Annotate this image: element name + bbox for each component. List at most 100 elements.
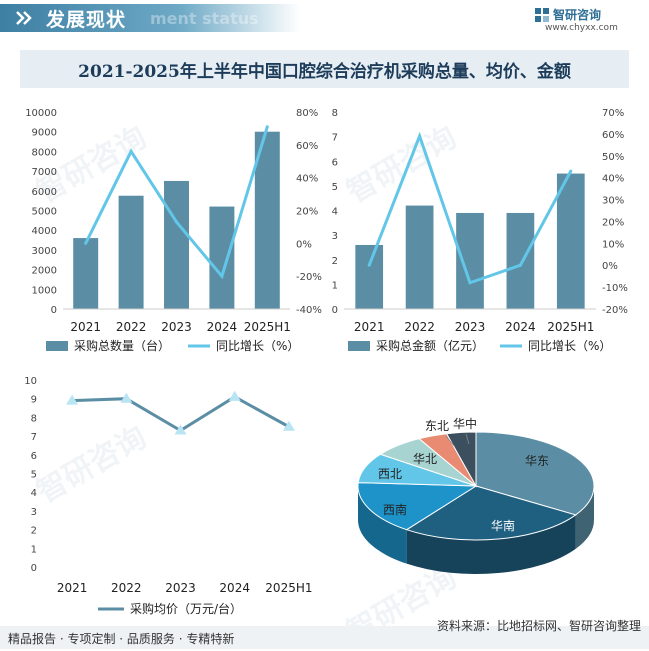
y-left-tick-label: 8 [332,108,338,119]
legend-label: 采购总数量（台） [74,338,170,353]
price-marker [120,392,133,403]
y-left-tick-label: 3 [332,231,338,242]
x-tick-label: 2025H1 [265,581,312,595]
y-left-tick-label: 2000 [32,266,57,277]
y-right-tick-label: -20% [602,305,628,316]
source-note: 资料来源：比地招标网、智研咨询整理 [436,619,641,633]
x-tick-label: 2024 [219,581,250,595]
growth-point [468,281,472,285]
y-tick-label: 2 [31,526,37,537]
bar [118,195,144,309]
y-left-tick-label: 1 [332,280,338,291]
x-tick-label: 2022 [116,320,147,334]
y-tick-label: 9 [31,395,37,406]
x-tick-label: 2023 [455,320,486,334]
y-left-tick-label: 7 [332,133,338,144]
y-left-tick-label: 0 [332,305,338,316]
y-right-tick-label: 20% [602,217,624,228]
y-tick-label: 0 [31,563,37,574]
bar [164,180,189,309]
y-right-tick-label: -10% [602,283,628,294]
y-right-tick-label: -20% [296,272,322,283]
pie-side [406,514,576,574]
x-tick-label: 2025H1 [244,320,291,334]
y-right-tick-label: 80% [296,108,318,119]
y-left-tick-label: 3000 [32,246,57,257]
pie-leader-line [465,433,470,445]
y-right-tick-label: 0% [296,239,312,250]
y-tick-label: 8 [31,413,37,424]
chart-title-band: 2021-2025年上半年中国口腔综合治疗机采购总量、均价、金额 [20,50,629,88]
header-bar [0,4,300,32]
bar [254,131,280,309]
pie-label: 西北 [378,467,402,481]
bar [405,205,434,309]
legend-label: 同比增长（%） [528,339,611,353]
legend-label: 采购总金额（亿元） [376,338,484,353]
y-left-tick-label: 1000 [32,285,57,296]
y-tick-label: 1 [31,544,37,555]
x-tick-label: 2021 [57,581,88,595]
legend-label: 采购均价（万元/台） [130,601,242,616]
y-left-tick-label: 4000 [32,226,57,237]
page-header: 发展现状 ment status 智研咨询 www.chyxx.com [0,0,649,40]
pie-slice [357,482,478,531]
y-right-tick-label: 20% [296,207,318,218]
price-marker [228,390,241,401]
y-right-tick-label: 60% [296,141,318,152]
pie-label: 华北 [413,452,437,466]
y-left-tick-label: 0 [51,305,57,316]
pie-slice [405,485,577,541]
bar [209,206,235,309]
pie-label: 华东 [525,454,549,468]
y-left-tick-label: 5 [332,182,338,193]
y-tick-label: 6 [31,451,37,462]
bar [506,212,535,309]
x-tick-label: 2022 [404,320,435,334]
y-right-tick-label: 50% [602,152,624,163]
y-left-tick-label: 5000 [32,207,57,218]
pie-label: 华中 [453,416,477,431]
growth-point [367,263,371,267]
price-marker [282,420,295,431]
logo-icon [535,8,549,22]
x-tick-label: 2024 [207,320,238,334]
y-left-tick-label: 6000 [32,187,57,198]
y-right-tick-label: 30% [602,196,624,207]
growth-point [518,263,522,267]
y-left-tick-label: 4 [332,207,338,218]
section-subtitle: ment status [150,9,259,28]
pie-side [358,486,407,564]
legend-swatch-bar [348,341,370,351]
logo-url: www.chyxx.com [545,23,618,33]
y-tick-label: 3 [31,507,37,518]
y-left-tick-label: 7000 [32,167,57,178]
y-right-tick-label: 60% [602,130,624,141]
price-marker [174,424,187,435]
growth-point [265,125,269,129]
y-right-tick-label: 40% [602,174,624,185]
charts-canvas: 0100020003000400050006000700080009000100… [24,108,628,616]
growth-point [175,220,178,224]
x-tick-label: 2021 [354,320,385,334]
x-tick-label: 2023 [161,320,192,334]
price-marker [66,394,79,405]
y-left-tick-label: 2 [332,256,338,267]
y-right-tick-label: 40% [296,174,318,185]
growth-point [129,149,133,153]
growth-point [418,134,422,138]
growth-point [569,169,573,173]
chart-title: 2021-2025年上半年中国口腔综合治疗机采购总量、均价、金额 [78,62,571,82]
footer-slogan: 精品报告 · 专项定制 · 品质服务 · 专精特新 [8,632,235,646]
y-right-tick-label: 10% [602,239,624,250]
y-left-tick-label: 9000 [32,128,57,139]
pie-label: 华南 [491,518,515,533]
bar [73,238,99,309]
x-tick-label: 2023 [165,581,196,595]
y-tick-label: 5 [31,470,37,481]
y-tick-label: 4 [31,488,37,499]
x-tick-label: 2022 [111,581,142,595]
x-tick-label: 2021 [70,320,101,334]
pie-leader-line [445,435,456,448]
legend-swatch-bar [46,341,68,351]
